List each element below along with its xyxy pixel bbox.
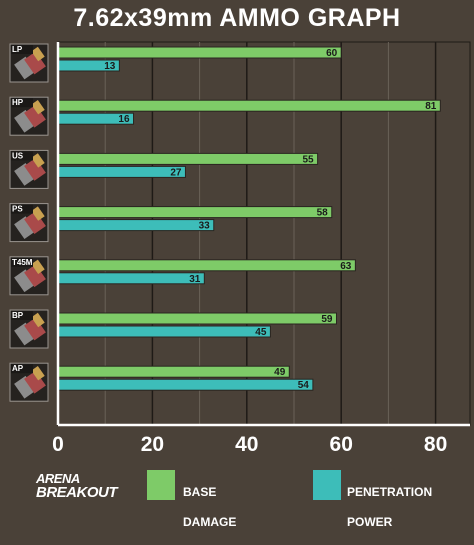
x-tick-label: 40 [235,433,258,456]
ammo-bar-chart: LP HP US PS T45M BP AP 60 13 81 16 55 27 58 33 63 31 59 4… [9,41,471,456]
ammo-icon-t45m: T45M [9,256,49,296]
bar-base-damage-ap [57,365,290,378]
category-label: US [12,151,24,160]
bar-base-damage-lp [57,46,342,59]
legend-pen-line1: PENETRATION [347,485,433,499]
data-label: 59 [321,314,333,325]
ammo-icon-us: US [9,149,49,189]
bar-penetration-us [57,165,186,178]
data-label: 31 [189,274,201,285]
legend-label-penetration-power: PENETRATION POWER [347,470,457,545]
x-tick-label: 0 [52,433,64,456]
data-label: 13 [104,61,116,72]
bar-penetration-ps [57,219,215,232]
x-axis: 0 20 40 60 80 [52,42,470,456]
data-label: 63 [340,261,352,272]
category-label: PS [12,205,23,214]
chart-title: 7.62x39mm AMMO GRAPH [73,4,401,32]
data-label: 27 [170,167,182,178]
ammo-icon-lp: LP [9,43,49,83]
data-label: 54 [298,380,310,391]
x-tick-label: 20 [141,433,164,456]
data-label: 60 [326,48,338,59]
bar-penetration-bp [57,325,271,338]
bar-base-damage-bp [57,312,337,325]
legend-base-line1: BASE [183,485,217,499]
data-label: 49 [274,367,286,378]
bar-base-damage-us [57,152,319,165]
data-label: 33 [199,221,211,232]
ammo-icon-ap: AP [9,362,49,402]
bars: 60 13 81 16 55 27 58 33 63 31 59 45 49 54 [57,46,441,391]
brand-line2: BREAKOUT [36,484,118,501]
bar-base-damage-hp [57,99,441,112]
bar-penetration-ap [57,378,314,391]
legend-pen-line2: POWER [347,515,393,529]
brand-logo: ARENA BREAKOUT [36,471,118,501]
x-tick-label: 80 [424,433,447,456]
legend: ARENA BREAKOUT BASE DAMAGE PENETRATION P… [0,462,474,529]
bar-base-damage-t45m [57,259,356,272]
legend-swatch-penetration-power [313,470,341,500]
legend-swatch-base-damage [147,470,175,500]
data-label: 55 [302,154,314,165]
data-label: 45 [255,327,267,338]
category-label: BP [12,311,24,320]
x-tick-label: 60 [330,433,353,456]
data-label: 16 [118,114,130,125]
bar-penetration-t45m [57,272,205,285]
ammo-icons: LP HP US PS T45M BP AP [9,43,49,402]
legend-base-line2: DAMAGE [183,515,237,529]
legend-label-base-damage: BASE DAMAGE [183,470,293,545]
ammo-icon-hp: HP [9,96,49,136]
category-label: AP [12,364,24,373]
data-label: 58 [317,208,329,219]
data-label: 81 [425,101,437,112]
category-label: HP [12,98,24,107]
ammo-icon-ps: PS [9,203,49,243]
bar-base-damage-ps [57,206,333,219]
category-label: T45M [12,258,33,267]
ammo-icon-bp: BP [9,309,49,349]
brand-line1: ARENA [36,471,80,486]
category-label: LP [12,45,23,54]
